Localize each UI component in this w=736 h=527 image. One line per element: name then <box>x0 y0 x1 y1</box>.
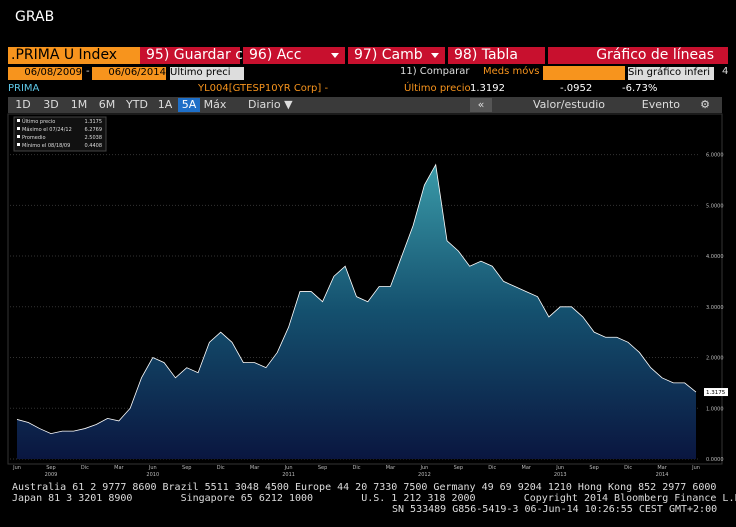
x-year-label: 2013 <box>554 472 567 478</box>
period-button[interactable]: YTD <box>126 98 148 111</box>
lower-chart[interactable]: Sin gráfico inferi <box>628 67 714 80</box>
period-button[interactable]: 1D <box>15 98 31 111</box>
footer-line: SN 533489 G856-5419-3 06-Jun-14 10:26:55… <box>392 504 718 515</box>
x-tick-label: Mar <box>657 465 667 471</box>
line <box>16 163 697 435</box>
x-tick-label: Sep <box>182 465 191 471</box>
moving-avg[interactable]: Meds móvs <box>483 66 540 77</box>
footer-line: Japan 81 3 3201 8900 Singapore 65 6212 1… <box>12 493 736 504</box>
toolbar-button[interactable]: 97) Camb <box>348 47 445 64</box>
ma-box[interactable] <box>543 66 625 80</box>
footer-line: Australia 61 2 9777 8600 Brazil 5511 304… <box>12 482 717 493</box>
plot-frame <box>7 113 723 465</box>
x-tick-label: Mar <box>386 465 396 471</box>
field-dropdown[interactable]: Último preci <box>170 67 244 80</box>
x-year-label: 2010 <box>146 472 159 478</box>
legend-swatch <box>17 135 20 138</box>
dropdown-arrow <box>331 53 339 62</box>
study[interactable]: Valor/estudio <box>533 98 605 111</box>
x-tick-label: Jun <box>691 465 700 471</box>
row-security: PRIMA <box>8 83 40 94</box>
legend-label: Último precio <box>22 118 55 125</box>
period-button[interactable]: Máx <box>203 98 227 111</box>
collapse[interactable]: « <box>470 98 492 112</box>
x-year-label: 2014 <box>656 472 669 478</box>
last-value-label: 1.3175 <box>706 390 726 396</box>
frequency-label: Diario <box>248 98 281 111</box>
end-date[interactable]: 06/06/2014 <box>92 67 166 80</box>
x-tick-label: Mar <box>114 465 124 471</box>
legend-label: Máximo el 07/24/12 <box>22 126 72 133</box>
dropdown-arrow <box>431 53 439 62</box>
chart-type[interactable]: Gráfico de líneas <box>548 47 728 64</box>
toolbar-button[interactable]: 95) Guardar c/ <box>140 47 248 64</box>
legend-value: 1.3175 <box>85 119 103 125</box>
y-tick-label: 1.0000 <box>706 406 724 412</box>
x-tick-label: Sep <box>454 465 463 471</box>
row-field: Último precio <box>404 83 471 94</box>
compare[interactable]: 11) Comparar <box>400 66 470 77</box>
x-tick-label: Dic <box>624 465 632 471</box>
period-button[interactable]: 1M <box>70 98 88 111</box>
x-tick-label: Dic <box>488 465 496 471</box>
legend-box <box>13 116 107 152</box>
count: 4 <box>722 66 729 77</box>
legend-swatch <box>17 119 20 122</box>
title: GRAB <box>15 9 55 25</box>
x-year-label: 2011 <box>282 472 295 478</box>
y-tick-label: 6.0000 <box>706 153 724 159</box>
period-button[interactable]: 3D <box>43 98 59 111</box>
last: 1.3192 <box>470 83 505 94</box>
button-label: 95) Guardar c/ <box>146 47 248 63</box>
toolbar-button[interactable]: 96) Acc <box>243 47 345 64</box>
toolbar-button[interactable]: 98) Tabla <box>448 47 545 64</box>
area <box>17 164 696 459</box>
y-tick-label: 0.0000 <box>706 457 724 463</box>
pct-change: -6.73% <box>622 83 658 94</box>
x-tick-label: Sep <box>46 465 55 471</box>
x-tick-label: Dic <box>81 465 89 471</box>
legend-swatch <box>17 127 20 130</box>
x-tick-label: Dic <box>217 465 225 471</box>
x-tick-label: Jun <box>419 465 428 471</box>
legend-swatch <box>17 143 20 146</box>
x-tick-label: Sep <box>318 465 327 471</box>
y-tick-label: 5.0000 <box>706 203 724 209</box>
button-label: 97) Camb <box>354 47 423 63</box>
x-tick-label: Jun <box>284 465 293 471</box>
x-tick-label: Mar <box>250 465 260 471</box>
separator: - <box>86 66 90 77</box>
y-tick-label: 3.0000 <box>706 305 724 311</box>
settings[interactable]: ⚙ <box>700 98 710 111</box>
legend-value: 6.2769 <box>85 127 103 133</box>
x-year-label: 2009 <box>45 472 58 478</box>
period-button[interactable]: 5A <box>178 98 200 112</box>
legend-label: Promedio <box>22 135 46 141</box>
x-tick-label: Jun <box>555 465 564 471</box>
x-tick-label: Dic <box>353 465 361 471</box>
overlay: YL004[GTESP10YR Corp] - <box>198 83 329 94</box>
legend-label: Mínimo el 08/18/09 <box>22 142 70 149</box>
change: -.0952 <box>560 83 593 94</box>
legend-value: 0.4408 <box>85 143 103 149</box>
frequency[interactable]: Diario ▼ <box>248 98 293 111</box>
start-date[interactable]: 06/08/2009 <box>8 67 82 80</box>
button-label: 96) Acc <box>249 47 302 63</box>
x-tick-label: Sep <box>589 465 598 471</box>
legend-value: 2.5038 <box>85 135 103 141</box>
x-tick-label: Jun <box>148 465 157 471</box>
y-tick-label: 2.0000 <box>706 356 724 362</box>
x-tick-label: Jun <box>12 465 21 471</box>
event[interactable]: Evento <box>641 98 680 111</box>
x-year-label: 2012 <box>418 472 431 478</box>
x-tick-label: Mar <box>522 465 532 471</box>
period-button[interactable]: 6M <box>98 98 116 111</box>
button-label: 98) Tabla <box>454 47 518 63</box>
y-tick-label: 4.0000 <box>706 254 724 260</box>
period-button[interactable]: 1A <box>157 98 173 111</box>
last-value-box <box>704 388 728 397</box>
security-field[interactable]: .PRIMA U Index <box>8 47 140 64</box>
